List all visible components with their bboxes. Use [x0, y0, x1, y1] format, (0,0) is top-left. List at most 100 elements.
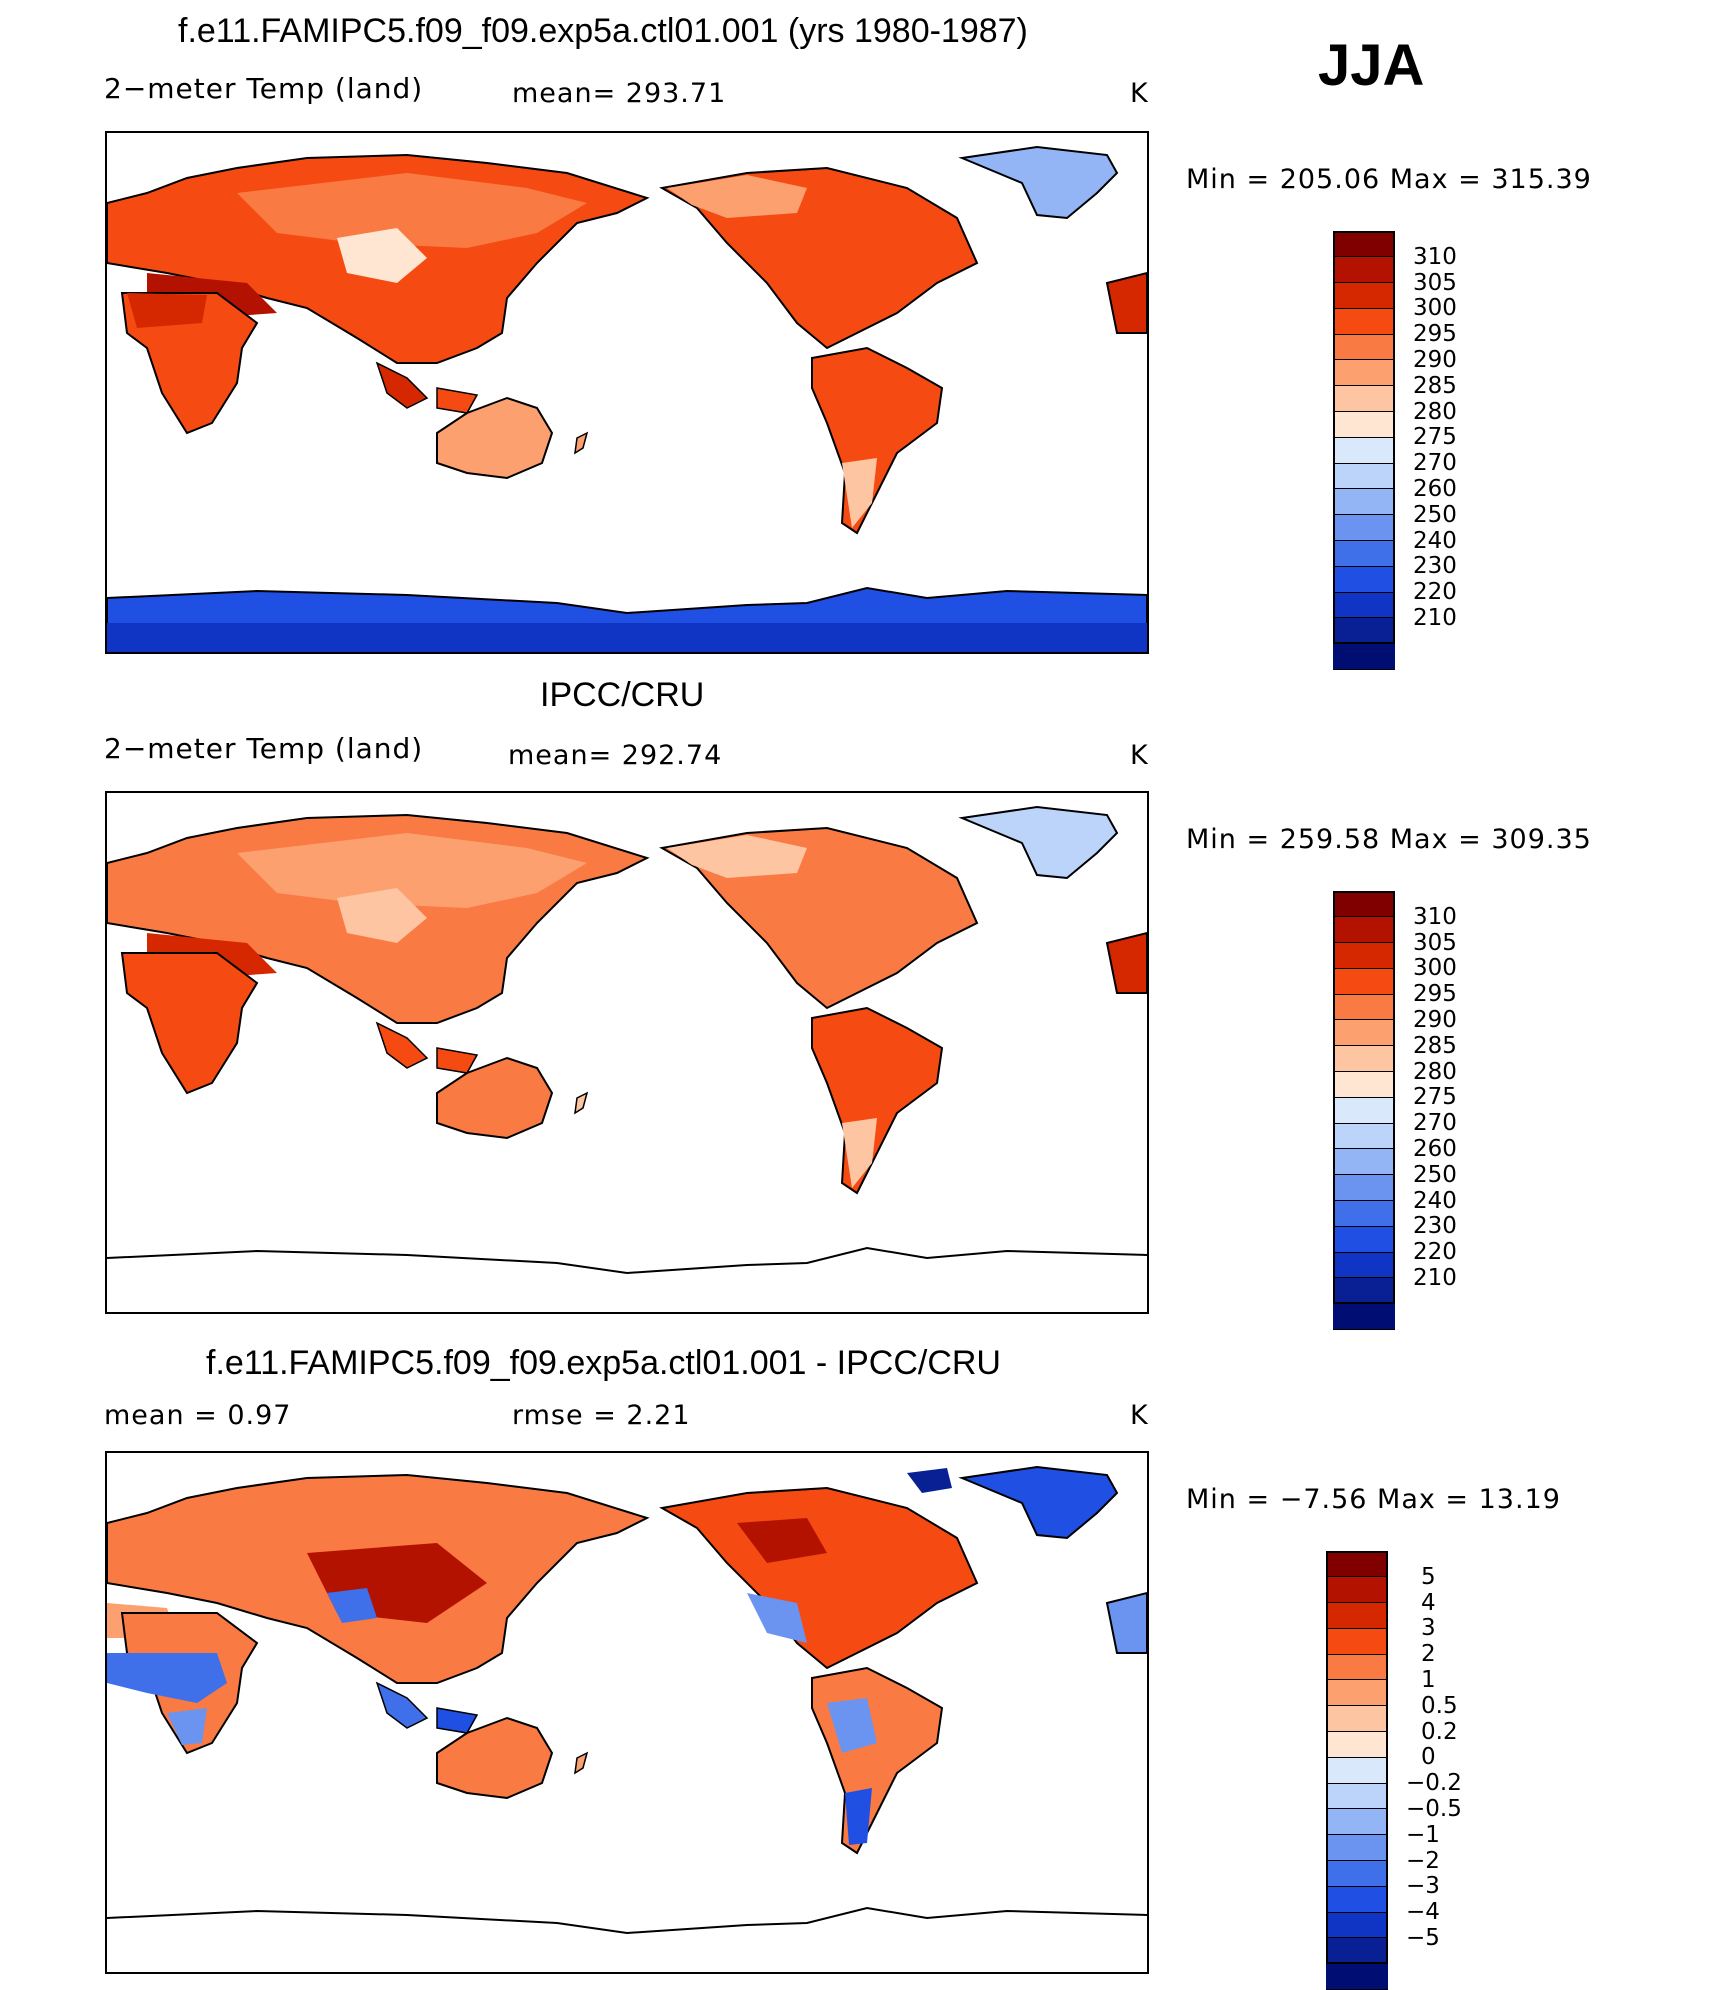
colorbar-tick-label: 290	[1413, 1007, 1457, 1033]
colorbar-swatch	[1333, 1071, 1395, 1098]
colorbar-box	[1333, 891, 1395, 1304]
colorbar-swatch	[1326, 1886, 1388, 1913]
panel-obs-variable-label: 2−meter Temp (land)	[104, 732, 424, 765]
colorbar-tick-label: 275	[1413, 1084, 1457, 1111]
panel-diff-mean: mean = 0.97	[104, 1400, 292, 1431]
colorbar-tick-label: 305	[1413, 929, 1457, 956]
colorbar-tick-label: 285	[1413, 372, 1457, 399]
colorbar-tick-label: 275	[1413, 424, 1457, 451]
colorbar-swatch	[1333, 916, 1395, 944]
colorbar-tick-label: −1	[1406, 1821, 1440, 1848]
colorbar-tick-label: 295	[1413, 981, 1457, 1008]
colorbar-swatch	[1326, 1628, 1388, 1655]
colorbar-swatch	[1333, 618, 1395, 645]
colorbar-swatch	[1326, 1783, 1388, 1810]
colorbar-tick-label: 250	[1413, 1161, 1457, 1188]
colorbar-swatch	[1333, 540, 1395, 567]
colorbar-box	[1333, 231, 1395, 644]
colorbar-tick-label: 270	[1413, 1110, 1457, 1137]
colorbar-tick-label: 0	[1421, 1744, 1436, 1771]
colorbar-swatch	[1333, 566, 1395, 593]
colorbar-swatch	[1333, 282, 1395, 309]
colorbar-swatch	[1326, 1654, 1388, 1681]
colorbar-swatch	[1333, 1020, 1395, 1047]
colorbar-swatch	[1333, 489, 1395, 516]
colorbar-swatch	[1333, 463, 1395, 490]
colorbar-box	[1326, 1551, 1388, 1964]
colorbar-swatch	[1333, 231, 1395, 258]
colorbar-tick-label: 220	[1413, 579, 1457, 606]
colorbar-swatch	[1326, 1731, 1388, 1758]
colorbar-swatch	[1333, 360, 1395, 387]
colorbar-tick-label: 1	[1421, 1667, 1436, 1693]
panel-model-variable-label: 2−meter Temp (land)	[104, 72, 424, 105]
colorbar-tick-label: 280	[1413, 1058, 1457, 1085]
panel-model-title: f.e11.FAMIPC5.f09_f09.exp5a.ctl01.001 (y…	[178, 12, 1028, 50]
panel-diff-title: f.e11.FAMIPC5.f09_f09.exp5a.ctl01.001 - …	[206, 1344, 1001, 1382]
colorbar-swatch	[1333, 385, 1395, 413]
colorbar-tick-label: 230	[1413, 553, 1457, 580]
colorbar-tick-label: 220	[1413, 1239, 1457, 1266]
season-label: JJA	[1318, 33, 1425, 98]
panel-diff-units: K	[1130, 1400, 1149, 1431]
colorbar-tick-label: 270	[1413, 450, 1457, 477]
colorbar-tick-label: 260	[1413, 1136, 1457, 1162]
colorbar-tick-label: −4	[1406, 1899, 1440, 1926]
colorbar-tick-label: 295	[1413, 321, 1457, 348]
colorbar-swatch	[1326, 1912, 1388, 1939]
colorbar-swatch	[1333, 308, 1395, 335]
colorbar-swatch	[1333, 437, 1395, 464]
colorbar-tick-label: 4	[1421, 1589, 1436, 1616]
colorbar-swatch	[1333, 1200, 1395, 1227]
colorbar-tick-label: 310	[1413, 243, 1457, 270]
panel-model-mean: mean= 293.71	[512, 78, 727, 109]
panel-diff-minmax: Min = −7.56 Max = 13.19	[1186, 1484, 1561, 1515]
panel-obs-mean: mean= 292.74	[508, 740, 723, 771]
colorbar-tick-label: 310	[1413, 903, 1457, 930]
colorbar-tick-label: 260	[1413, 476, 1457, 502]
colorbar-swatch	[1333, 643, 1395, 671]
panel-obs-map	[105, 791, 1149, 1314]
colorbar-tick-label: 5	[1421, 1563, 1436, 1590]
colorbar-tick-label: 305	[1413, 269, 1457, 296]
colorbar-tick-label: 300	[1413, 295, 1457, 322]
colorbar-swatch	[1326, 1757, 1388, 1784]
colorbar-swatch	[1333, 334, 1395, 361]
colorbar-tick-label: 210	[1413, 605, 1457, 631]
colorbar-swatch	[1326, 1602, 1388, 1629]
colorbar-swatch	[1333, 1226, 1395, 1253]
colorbar-tick-label: 0.2	[1421, 1718, 1458, 1745]
colorbar-tick-label: −5	[1406, 1925, 1440, 1951]
colorbar-swatch	[1333, 1097, 1395, 1124]
colorbar-tick-label: 2	[1421, 1641, 1436, 1668]
colorbar-swatch	[1333, 994, 1395, 1021]
colorbar-swatch	[1333, 1149, 1395, 1176]
colorbar-tick-label: 230	[1413, 1213, 1457, 1240]
colorbar-swatch	[1333, 1303, 1395, 1331]
colorbar-swatch	[1333, 514, 1395, 542]
colorbar-tick-label: 0.5	[1421, 1692, 1458, 1719]
colorbar-swatch	[1333, 411, 1395, 438]
colorbar-tick-label: 210	[1413, 1265, 1457, 1291]
colorbar-tick-label: 240	[1413, 1187, 1457, 1214]
colorbar-swatch	[1333, 1252, 1395, 1279]
colorbar-tick-label: −2	[1406, 1847, 1440, 1874]
colorbar-swatch	[1333, 968, 1395, 995]
colorbar-swatch	[1326, 1551, 1388, 1578]
colorbar-swatch	[1326, 1809, 1388, 1836]
colorbar-swatch	[1326, 1680, 1388, 1707]
colorbar-swatch	[1333, 592, 1395, 619]
colorbar-swatch	[1326, 1705, 1388, 1733]
colorbar-swatch	[1326, 1938, 1388, 1965]
colorbar-swatch	[1326, 1834, 1388, 1862]
colorbar-swatch	[1333, 1174, 1395, 1202]
colorbar-tick-label: −0.5	[1406, 1796, 1462, 1822]
colorbar-swatch	[1333, 256, 1395, 284]
colorbar-tick-label: 280	[1413, 398, 1457, 425]
colorbar-tick-label: 290	[1413, 347, 1457, 373]
panel-model-map	[105, 131, 1149, 654]
colorbar-swatch	[1333, 1278, 1395, 1305]
panel-diff-map	[105, 1451, 1149, 1974]
colorbar-swatch	[1333, 1123, 1395, 1150]
colorbar-tick-label: 240	[1413, 527, 1457, 554]
